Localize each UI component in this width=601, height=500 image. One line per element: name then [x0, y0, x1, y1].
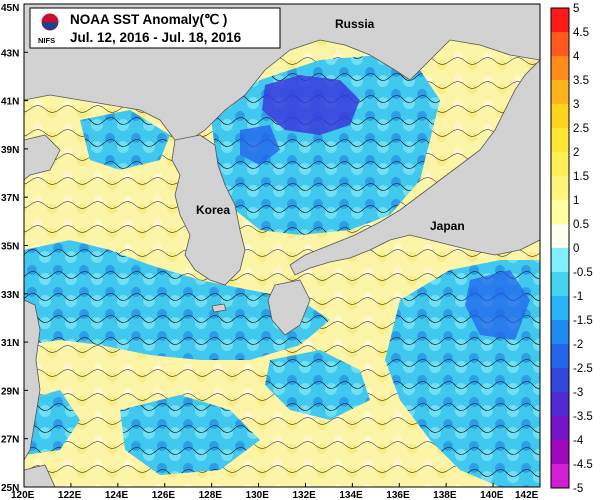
colorbar-swatch	[551, 416, 569, 441]
y-tick-label: 31N	[1, 338, 19, 349]
colorbar-swatch	[551, 56, 569, 81]
colorbar-swatch	[551, 224, 569, 249]
x-tick-label: 130E	[246, 490, 270, 500]
land-jeju	[211, 303, 227, 313]
colorbar-label: 3	[573, 99, 579, 111]
y-tick-label: 29N	[1, 386, 19, 397]
x-tick-label: 134E	[339, 490, 363, 500]
land-china-coast	[24, 134, 61, 181]
y-tick-label: 39N	[1, 145, 19, 156]
very-cold-anomaly-region	[262, 75, 360, 135]
colorbar-label: 0.5	[573, 219, 589, 231]
colorbar-swatch	[551, 80, 569, 105]
nifs-logo-icon	[41, 13, 59, 31]
org-label: NIFS	[38, 36, 55, 45]
colorbar-swatch	[551, 464, 569, 489]
colorbar-label: -3.5	[573, 411, 593, 423]
colorbar-label: 4.5	[573, 27, 589, 39]
very-cold-anomaly-region	[465, 270, 530, 340]
y-axis: 45N 43N 41N 39N 37N 35N 33N 31N 29N 27N 25N	[1, 3, 28, 494]
land-china-coast	[24, 299, 41, 461]
colorbar-label: -1.5	[573, 315, 593, 327]
colorbar-label: 2.5	[573, 123, 589, 135]
colorbar-swatch	[551, 8, 569, 33]
colorbar-swatch	[551, 272, 569, 297]
place-label-japan: Japan	[430, 219, 465, 233]
land-korea	[171, 134, 246, 286]
colorbar-label: 2	[573, 147, 579, 159]
x-tick-label: 122E	[58, 490, 82, 500]
land-taiwan	[24, 464, 56, 487]
colorbar-label: 1	[573, 195, 579, 207]
colorbar-swatch	[551, 296, 569, 321]
x-tick-label: 124E	[105, 490, 129, 500]
colorbar-swatch	[551, 176, 569, 201]
x-tick-label: 138E	[433, 490, 457, 500]
colorbar-label: -2	[573, 339, 583, 351]
y-tick-label: 25N	[1, 483, 19, 494]
colorbar: 5 4.5 4 3.5 3 2.5 2 1.5 1 0.5 0 -0.5 -1 -1.5 -2 -2.5 -3 -…	[550, 3, 593, 495]
title-box: NIFS NOAA SST Anomaly(℃ ) Jul. 12, 2016 …	[29, 7, 281, 49]
colorbar-swatch	[551, 344, 569, 369]
colorbar-swatch	[551, 128, 569, 153]
colorbar-swatch	[551, 392, 569, 417]
colorbar-label: -2.5	[573, 363, 593, 375]
colorbar-label: -3	[573, 387, 583, 399]
colorbar-border	[550, 7, 570, 489]
date-range: Jul. 12, 2016 - Jul. 18, 2016	[70, 30, 242, 45]
colorbar-swatch	[551, 248, 569, 273]
cool-anomaly-region	[80, 110, 170, 170]
colorbar-label: -4	[573, 435, 584, 447]
cool-anomaly-region	[120, 395, 260, 475]
cool-anomaly-region	[265, 350, 370, 420]
cool-anomaly-region	[24, 240, 330, 360]
y-tick-label: 43N	[1, 48, 19, 59]
place-label-korea: Korea	[196, 203, 230, 217]
colorbar-swatch	[551, 32, 569, 57]
y-tick-label: 45N	[1, 3, 19, 14]
colorbar-label: 5	[573, 3, 579, 15]
colorbar-swatch	[551, 104, 569, 129]
colorbar-swatch	[551, 368, 569, 393]
colorbar-label: -1	[573, 291, 583, 303]
x-tick-label: 142E	[515, 490, 539, 500]
colorbar-label: 3.5	[573, 75, 589, 87]
place-label-russia: Russia	[335, 17, 375, 31]
y-tick-label: 27N	[1, 435, 19, 446]
land-japan	[289, 59, 540, 276]
colorbar-swatch	[551, 200, 569, 225]
y-tick-label: 41N	[1, 97, 19, 108]
colorbar-swatch	[551, 152, 569, 177]
very-cold-anomaly-region	[240, 125, 280, 165]
land-kyushu	[267, 279, 311, 336]
colorbar-label: 4	[573, 51, 580, 63]
colorbar-label: -0.5	[573, 267, 593, 279]
colorbar-label: 0	[573, 243, 579, 255]
map-plot-area	[24, 4, 540, 487]
x-tick-label: 120E	[11, 490, 35, 500]
colorbar-swatch	[551, 320, 569, 345]
y-tick-label: 33N	[1, 290, 19, 301]
map-title: NOAA SST Anomaly(℃ )	[70, 12, 227, 27]
x-tick-label: 136E	[386, 490, 410, 500]
x-tick-label: 132E	[292, 490, 316, 500]
colorbar-label: -4.5	[573, 459, 593, 471]
x-tick-label: 126E	[152, 490, 176, 500]
colorbar-label: -5	[573, 483, 583, 495]
x-tick-label: 140E	[480, 490, 504, 500]
x-axis: 120E 122E 124E 126E 128E 130E 132E 134E 136E 138E…	[11, 483, 541, 500]
y-tick-label: 37N	[1, 193, 19, 204]
x-tick-label: 128E	[199, 490, 223, 500]
y-tick-label: 35N	[1, 242, 19, 253]
colorbar-swatch	[551, 440, 569, 465]
colorbar-label: 1.5	[573, 171, 589, 183]
cool-anomaly-region	[24, 390, 80, 455]
